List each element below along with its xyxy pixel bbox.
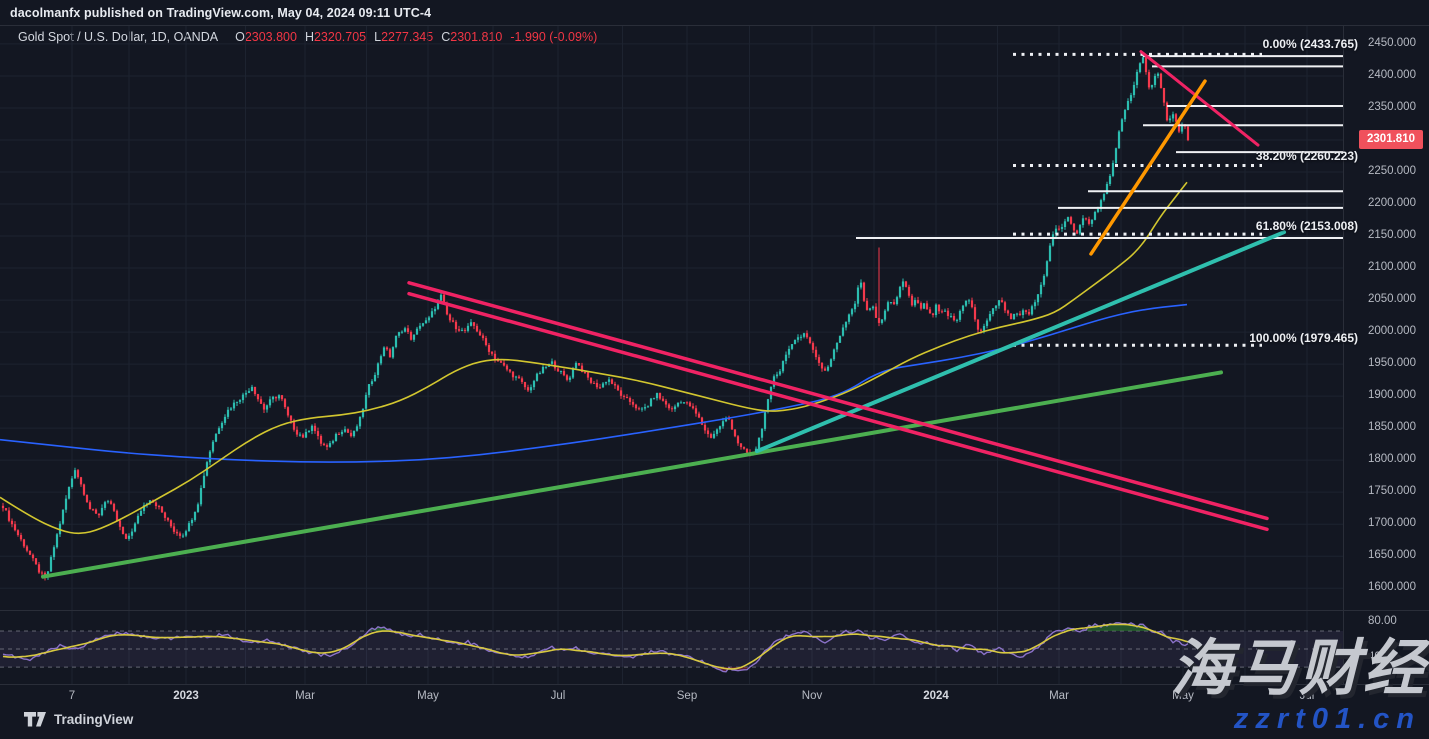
time-tick-label: Jul <box>1299 690 1315 702</box>
price-tick-label: 2450.000 <box>1368 36 1416 49</box>
price-tick-label: 1600.000 <box>1368 581 1416 594</box>
time-tick-label: May <box>417 690 439 702</box>
price-tick-label: 2400.000 <box>1368 68 1416 81</box>
price-tick-label: 1700.000 <box>1368 517 1416 530</box>
symbol-title[interactable]: Gold Spot / U.S. Dollar, 1D, OANDA <box>18 30 219 44</box>
time-tick-label: Sep <box>676 690 698 702</box>
open-label: O <box>235 30 245 44</box>
tradingview-logo[interactable]: TradingView <box>24 712 133 727</box>
channel-lower-pink[interactable] <box>407 291 1269 532</box>
tradingview-logo-icon <box>24 712 46 727</box>
price-tick-label: 2200.000 <box>1368 197 1416 210</box>
publish-attribution: dacolmanfx published on TradingView.com,… <box>10 6 432 20</box>
price-tick-label: 2000.000 <box>1368 325 1416 338</box>
tradingview-logo-text: TradingView <box>54 712 134 727</box>
rsi-tick-40: 40.00 <box>1368 651 1397 663</box>
horizontal-levels <box>856 55 1343 239</box>
price-tick-label: 2250.000 <box>1368 165 1416 177</box>
rally-line-orange[interactable] <box>1089 79 1207 256</box>
time-tick-label: 2023 <box>173 690 199 702</box>
price-tick-label: 1850.000 <box>1368 421 1416 434</box>
high-label: H <box>304 30 314 44</box>
price-tick-label: 2100.000 <box>1368 261 1416 274</box>
time-tick-label: 2024 <box>923 690 949 702</box>
symbol-legend: Gold Spot / U.S. Dollar, 1D, OANDA O2303.… <box>18 30 597 44</box>
price-tick-label: 1750.000 <box>1368 485 1416 498</box>
low-value: 2277.345 <box>381 30 434 44</box>
time-tick-label: 7 <box>68 690 76 702</box>
time-axis[interactable] <box>0 684 1343 708</box>
pane-separators <box>0 25 1429 685</box>
support-line-teal[interactable] <box>755 230 1286 454</box>
watermark-chinese: 海马财经 <box>1170 634 1427 702</box>
fib-level-0-label: 0.00% (2433.765) <box>1262 37 1358 51</box>
time-tick-label: May <box>1172 690 1194 702</box>
channel-upper-pink[interactable] <box>407 281 1269 521</box>
price-tick-label: 1800.000 <box>1368 453 1416 466</box>
price-tick-label: 1900.000 <box>1368 389 1416 402</box>
fib-level-100-label: 100.00% (1979.465) <box>1249 331 1358 345</box>
ma-100-yellow <box>0 181 1188 535</box>
fib-level-618-label: 61.80% (2153.008) <box>1255 219 1358 233</box>
price-tick-label: 2350.000 <box>1368 100 1416 113</box>
price-tick-label: 1950.000 <box>1368 357 1416 370</box>
rsi-ma-line <box>2 623 1189 670</box>
low-label: L <box>374 30 382 44</box>
breakdown-line-pink[interactable] <box>1139 50 1260 147</box>
time-tick-label: Mar <box>295 690 315 702</box>
open-value: 2303.800 <box>244 30 297 44</box>
price-tick-label: 2150.000 <box>1368 229 1416 242</box>
time-tick-label: Jul <box>550 690 566 702</box>
close-value: 2301.810 <box>450 30 503 44</box>
price-tick-label: 2050.000 <box>1368 293 1416 306</box>
close-label: C <box>441 30 451 44</box>
time-tick-label: Mar <box>1049 690 1069 702</box>
time-tick-label: Nov <box>801 690 823 702</box>
price-tick-label: 1650.000 <box>1368 549 1416 562</box>
watermark-site-url: zzrt01.cn <box>1233 703 1421 735</box>
change-value: -1.990 (-0.09%) <box>510 30 598 44</box>
candlestick-series <box>1 54 1190 581</box>
high-value: 2320.705 <box>313 30 367 44</box>
grid-lines <box>0 26 1343 684</box>
last-price-badge: 2301.810 <box>1359 130 1423 149</box>
fib-level-382-label: 38.20% (2260.223) <box>1255 149 1358 163</box>
rsi-tick-80: 80.00 <box>1368 615 1397 627</box>
support-line-green[interactable] <box>41 370 1223 579</box>
fib-retracement-levels[interactable] <box>1013 52 1262 347</box>
